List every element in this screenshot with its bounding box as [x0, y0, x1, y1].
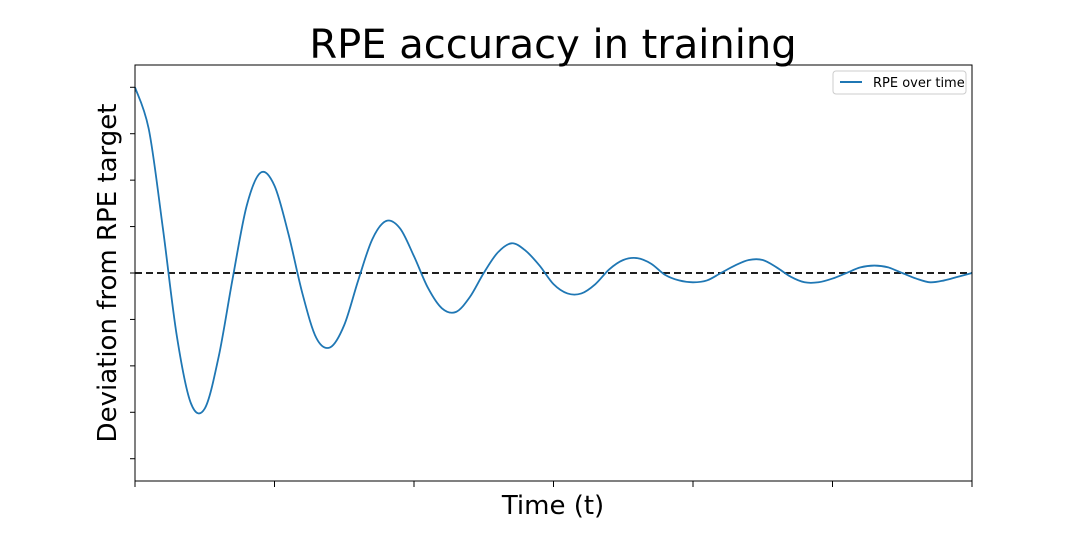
rpe-series-line	[134, 86, 973, 415]
y-axis-label: Deviation from RPE target	[93, 104, 123, 443]
chart-title: RPE accuracy in training	[309, 22, 796, 68]
x-axis-ticks	[134, 481, 973, 487]
plot-area-frame	[134, 64, 973, 482]
y-axis-ticks	[130, 86, 135, 460]
legend-box	[832, 70, 967, 95]
x-axis-label: Time (t)	[501, 491, 604, 521]
legend: RPE over time	[832, 70, 967, 95]
legend-label: RPE over time	[873, 76, 965, 91]
